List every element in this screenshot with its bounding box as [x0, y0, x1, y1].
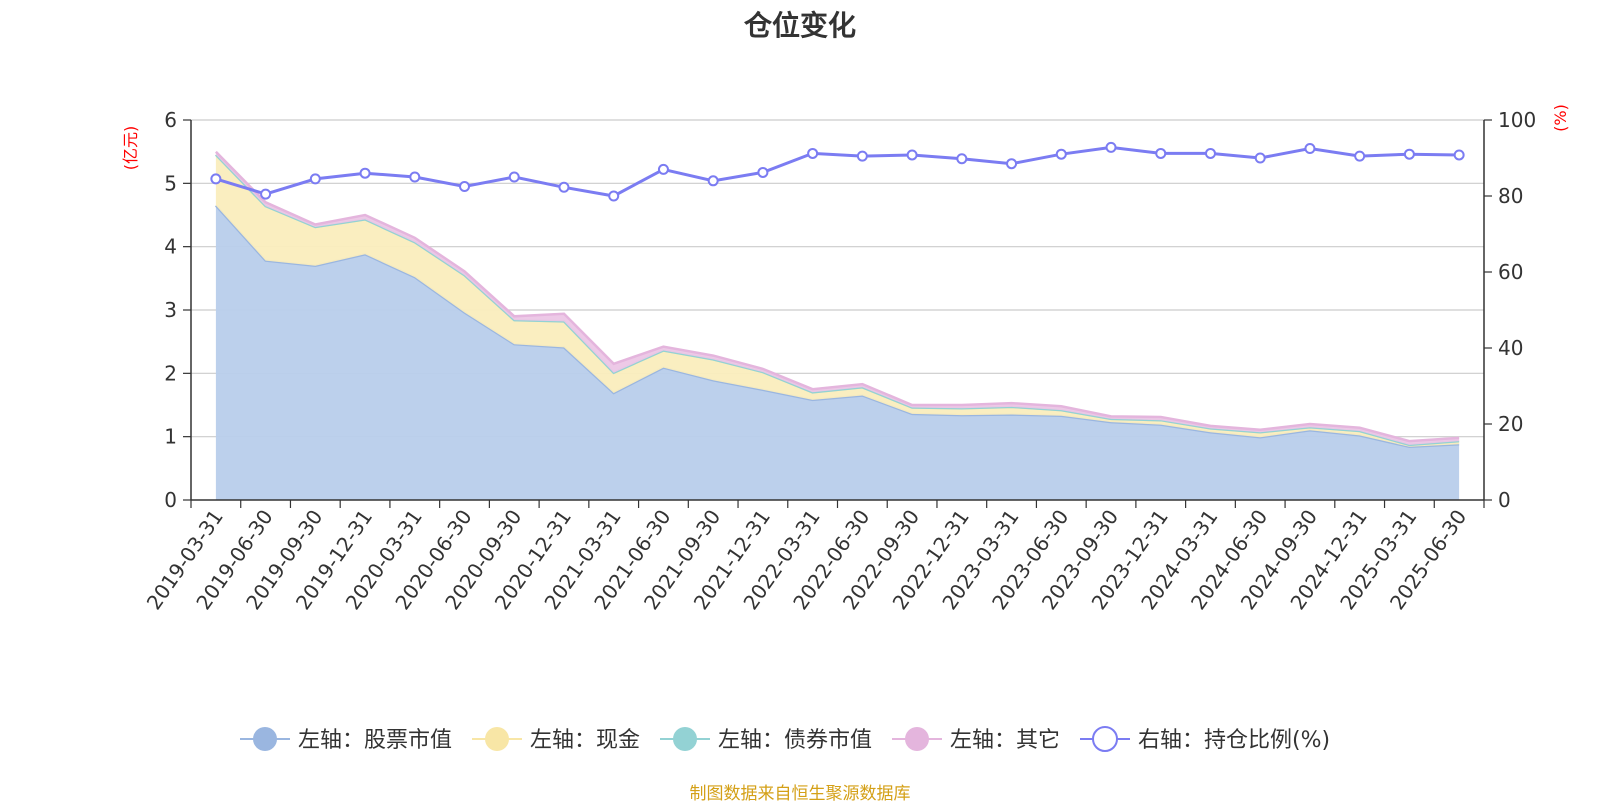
holding-ratio-point: [707, 175, 719, 187]
right-axis-unit: (%): [1551, 104, 1570, 132]
legend-label: 左轴：其它: [950, 728, 1060, 753]
left-axis-tick-label: 5: [164, 171, 177, 195]
holding-ratio-point: [459, 181, 471, 192]
area-line-左轴：其它: [215, 150, 1460, 443]
holding-ratio-point: [757, 166, 769, 178]
chart-title: 仓位变化: [743, 9, 856, 42]
right-axis-tick-label: 20: [1498, 412, 1523, 436]
holding-ratio-point: [210, 173, 222, 185]
source-note: 制图数据来自恒生聚源数据库: [689, 784, 911, 804]
holding-ratio-point: [309, 173, 321, 185]
holding-ratio-line: [215, 145, 1460, 198]
line-layer: [210, 141, 1465, 202]
holding-ratio-point: [508, 171, 520, 183]
legend-label: 右轴：持仓比例(%): [1138, 728, 1330, 753]
right-axis-tick-label: 80: [1498, 184, 1523, 208]
legend-marker: [673, 727, 697, 751]
holding-ratio-point: [1006, 158, 1018, 170]
right-axis-tick-label: 40: [1498, 336, 1523, 360]
left-axis-tick-label: 6: [164, 108, 177, 132]
holding-ratio-point: [807, 147, 819, 159]
left-axis-unit: (亿元): [121, 126, 140, 171]
holding-ratio-point: [409, 171, 421, 183]
left-axis-tick-label: 3: [164, 298, 177, 322]
left-axis-tick-label: 4: [164, 235, 177, 259]
holding-ratio-point: [956, 153, 968, 165]
holding-ratio-point: [1254, 152, 1266, 164]
holding-ratio-point: [1055, 148, 1067, 160]
legend-marker: [485, 727, 509, 751]
holding-ratio-point: [1204, 147, 1216, 159]
legend-label: 左轴：现金: [530, 728, 640, 753]
legend-label: 左轴：股票市值: [298, 728, 452, 753]
holding-ratio-point: [1105, 141, 1117, 153]
left-axis-tick-label: 1: [164, 425, 177, 449]
holding-ratio-point: [1155, 147, 1167, 159]
right-axis-tick-label: 100: [1498, 108, 1536, 132]
holding-ratio-point: [856, 150, 868, 162]
area-左轴：股票市值: [215, 205, 1460, 500]
area-layer: [214, 150, 1460, 500]
holding-ratio-point: [359, 167, 371, 179]
right-axis-tick-label: 60: [1498, 260, 1523, 284]
holding-ratio-point: [1403, 148, 1415, 160]
holding-ratio-point: [1453, 149, 1465, 161]
area-左轴：现金: [215, 154, 1460, 447]
legend-marker: [1092, 726, 1118, 752]
holding-ratio-point: [906, 149, 918, 161]
holding-ratio-point: [1354, 150, 1366, 162]
legend-marker: [253, 727, 277, 751]
legend-layer: 左轴：股票市值 左轴：现金 左轴：债券市值 左轴：其它 右轴：持仓比例(%): [240, 726, 1330, 753]
holding-ratio-point: [260, 188, 272, 200]
holding-ratio-point: [657, 163, 669, 175]
holding-ratio-point: [558, 181, 570, 193]
legend-label: 左轴：债券市值: [718, 728, 872, 753]
left-axis-tick-label: 0: [164, 488, 177, 512]
right-axis-tick-label: 0: [1498, 488, 1511, 512]
legend-marker: [905, 727, 929, 751]
holding-ratio-point: [1304, 143, 1316, 154]
holding-ratio-point: [608, 190, 620, 202]
left-axis-tick-label: 2: [164, 361, 177, 385]
